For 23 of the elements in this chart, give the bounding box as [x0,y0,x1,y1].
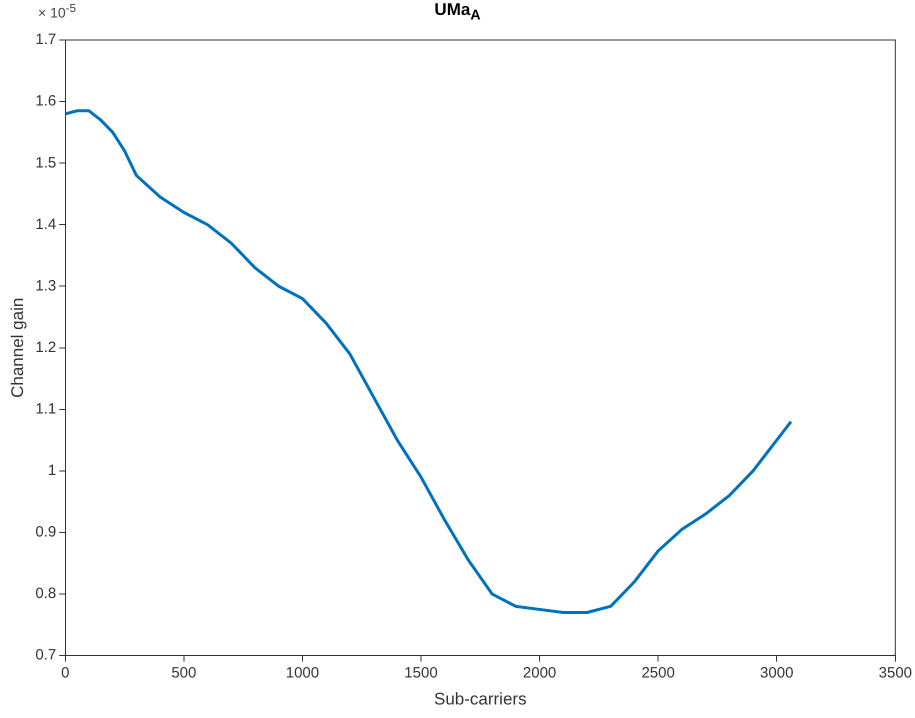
x-axis-title: Sub-carriers [434,689,527,708]
y-tick-label: 1.4 [35,216,56,233]
y-axis-title: Channel gain [8,298,27,398]
y-tick-label: 1.2 [35,338,56,356]
y-tick-label: 1.6 [35,92,56,110]
x-tick-label: 1500 [404,664,438,682]
x-tick-label: 1000 [286,664,320,682]
x-tick-label: 2000 [522,664,556,682]
y-tick-label: 1.7 [35,31,56,48]
y-tick-label: 1 [48,462,56,480]
x-tick-label: 3500 [878,664,912,682]
x-tick-label: 2500 [641,664,675,682]
x-tick-label: 500 [171,664,196,682]
x-tick-label: 0 [61,664,70,682]
y-tick-label: 1.5 [35,154,56,172]
y-tick-label: 1.1 [35,400,56,418]
y-tick-label: 1.3 [35,277,56,294]
y-tick-label: 0.7 [35,646,56,664]
chart-title: UMa$_{A}$ [434,0,481,24]
y-tick-label: 0.9 [35,524,56,541]
text: × 10$^{-5}$ [38,2,76,21]
y-tick-label: 0.8 [35,585,56,602]
x-tick-label: 3000 [760,664,794,682]
